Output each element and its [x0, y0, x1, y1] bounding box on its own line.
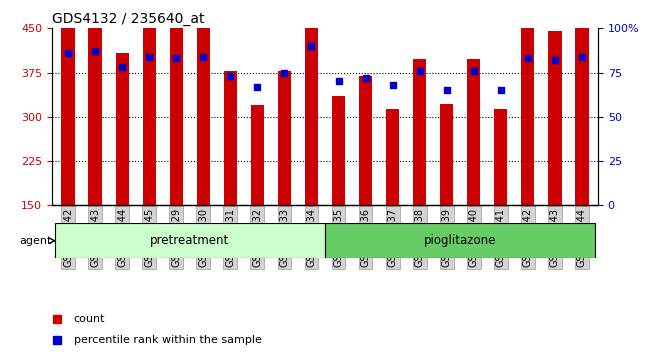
- Point: [306, 43, 317, 49]
- Bar: [325, 223, 595, 258]
- Point: [441, 87, 452, 93]
- Bar: [521, 27, 534, 205]
- Point: [90, 48, 101, 54]
- Point: [171, 56, 181, 61]
- Bar: [494, 109, 508, 205]
- Bar: [548, 31, 562, 205]
- Bar: [116, 53, 129, 205]
- Point: [144, 54, 155, 59]
- Bar: [575, 15, 588, 205]
- Point: [469, 68, 479, 74]
- Bar: [88, 28, 102, 205]
- Bar: [332, 96, 345, 205]
- Point: [63, 50, 73, 56]
- Point: [117, 64, 127, 70]
- Bar: [170, 21, 183, 205]
- Point: [225, 73, 235, 79]
- Point: [360, 75, 370, 81]
- Bar: [196, 22, 210, 205]
- Point: [415, 68, 425, 74]
- Point: [577, 54, 587, 59]
- Point: [549, 57, 560, 63]
- Bar: [386, 109, 399, 205]
- Bar: [142, 17, 156, 205]
- Bar: [62, 27, 75, 205]
- Bar: [413, 59, 426, 205]
- Text: agent: agent: [19, 236, 51, 246]
- Bar: [224, 71, 237, 205]
- Point: [333, 79, 344, 84]
- Point: [387, 82, 398, 88]
- Bar: [440, 104, 454, 205]
- Bar: [305, 0, 318, 205]
- Point: [198, 54, 209, 59]
- Point: [252, 84, 263, 90]
- Bar: [278, 71, 291, 205]
- Bar: [251, 105, 264, 205]
- Bar: [359, 75, 372, 205]
- Text: GDS4132 / 235640_at: GDS4132 / 235640_at: [52, 12, 205, 26]
- Text: pretreatment: pretreatment: [150, 234, 229, 247]
- Point: [280, 70, 290, 75]
- Text: count: count: [74, 314, 105, 324]
- Point: [523, 56, 533, 61]
- Bar: [467, 59, 480, 205]
- Text: percentile rank within the sample: percentile rank within the sample: [74, 335, 262, 345]
- Bar: [55, 223, 325, 258]
- Point: [495, 87, 506, 93]
- Text: pioglitazone: pioglitazone: [424, 234, 497, 247]
